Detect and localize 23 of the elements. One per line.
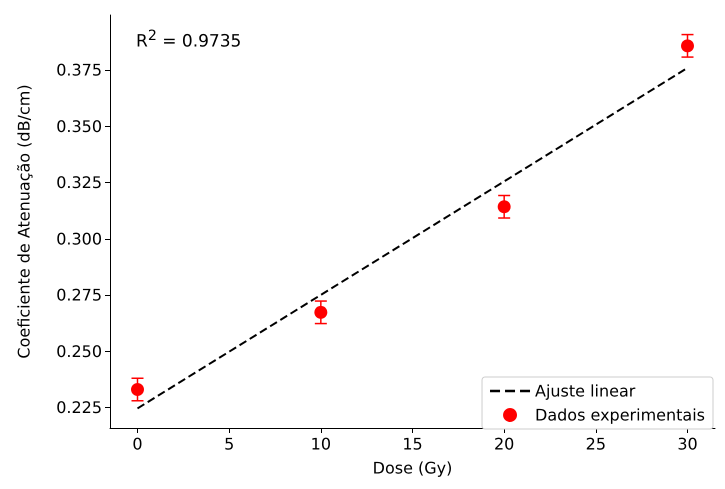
point — [681, 39, 694, 52]
point — [498, 200, 511, 214]
y-tick-label: 0.350 — [56, 116, 102, 136]
x-tick-label: 30 — [677, 434, 698, 454]
x-tick-label: 20 — [494, 434, 514, 454]
y-tick-label: 0.325 — [56, 173, 102, 192]
x-tick-label: 0 — [132, 434, 143, 454]
x-tick-label: 25 — [586, 434, 606, 454]
y-tick-label: 0.300 — [56, 229, 102, 248]
x-tick-label: 5 — [224, 434, 234, 454]
y-tick-label: 0.225 — [56, 398, 102, 418]
x-tick-label: 15 — [402, 434, 423, 454]
x-axis-title: Dose (Gy) — [372, 458, 452, 478]
y-axis-title: Coeficiente de Atenuação (dB/cm) — [14, 84, 34, 359]
annotation: R$^{2}$ = 0.9735 — [136, 28, 242, 52]
legend-label: Ajuste linear — [535, 382, 636, 400]
y-tick-label: 0.250 — [56, 342, 102, 361]
point — [131, 383, 144, 396]
y-tick-label: 0.375 — [56, 60, 102, 80]
legend-label: Dados experimentais — [535, 406, 706, 424]
point — [314, 306, 328, 319]
x-tick-label: 10 — [310, 434, 332, 454]
y-tick-label: 0.275 — [56, 286, 102, 305]
